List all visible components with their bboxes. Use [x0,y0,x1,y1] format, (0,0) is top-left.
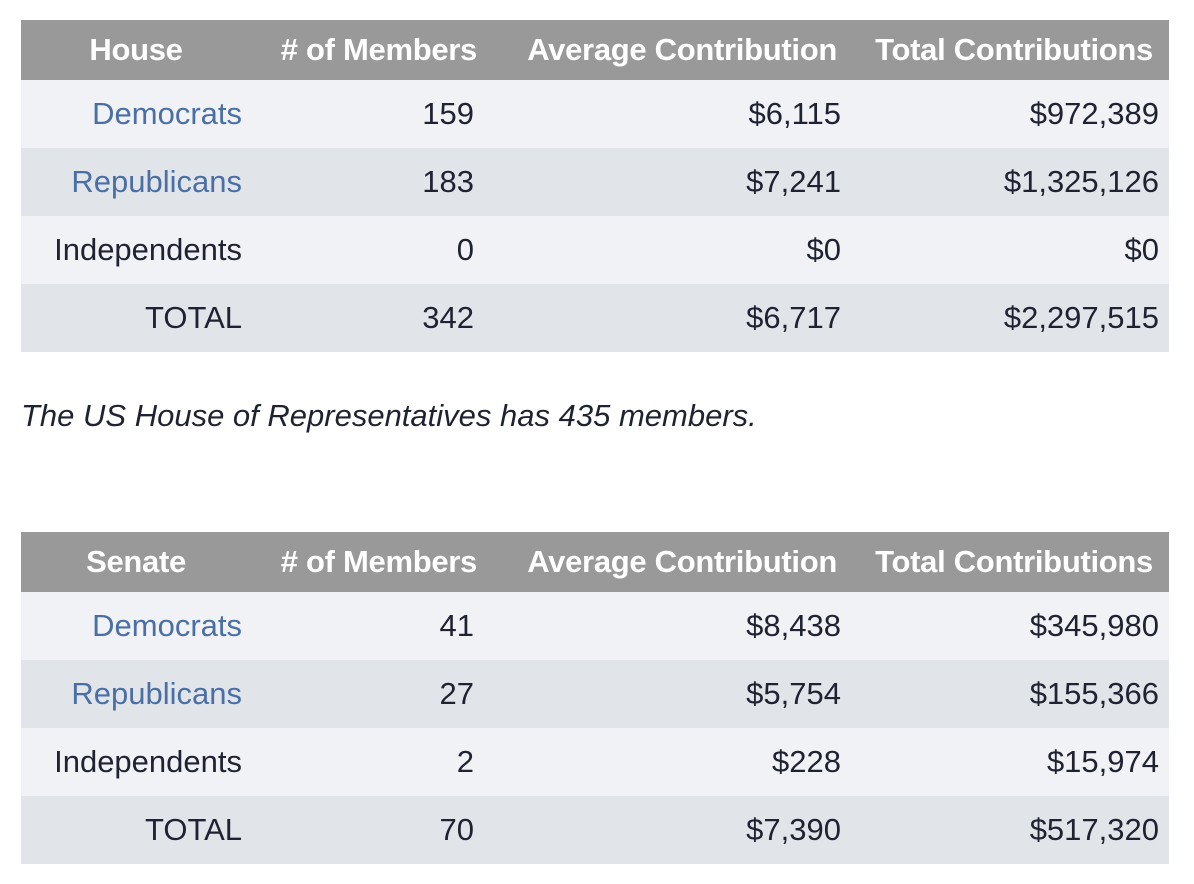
table-header-row: House # of Members Average Contribution … [21,20,1169,80]
average-cell: $228 [487,728,847,796]
total-cell: $972,389 [847,80,1169,148]
members-cell: 27 [251,660,487,728]
total-cell: $15,974 [847,728,1169,796]
table-row: Independents 2 $228 $15,974 [21,728,1169,796]
members-cell: 70 [251,796,487,864]
members-cell: 0 [251,216,487,284]
table-row: Republicans 183 $7,241 $1,325,126 [21,148,1169,216]
table-row-total: TOTAL 342 $6,717 $2,297,515 [21,284,1169,352]
column-header-members: # of Members [251,20,487,80]
party-label-independents: Independents [54,232,242,267]
average-cell: $5,754 [487,660,847,728]
average-cell: $0 [487,216,847,284]
column-header-total: Total Contributions [847,20,1169,80]
party-link-republicans[interactable]: Republicans [71,164,242,199]
members-cell: 183 [251,148,487,216]
average-cell: $8,438 [487,592,847,660]
party-label-independents: Independents [54,744,242,779]
column-header-chamber: Senate [21,532,251,592]
column-header-average: Average Contribution [487,20,847,80]
total-cell: $155,366 [847,660,1169,728]
house-membership-note: The US House of Representatives has 435 … [21,398,757,433]
total-label: TOTAL [144,812,242,847]
average-cell: $6,115 [487,80,847,148]
members-cell: 342 [251,284,487,352]
total-cell: $517,320 [847,796,1169,864]
house-contributions-table: House # of Members Average Contribution … [21,20,1169,352]
total-cell: $1,325,126 [847,148,1169,216]
total-cell: $345,980 [847,592,1169,660]
column-header-average: Average Contribution [487,532,847,592]
average-cell: $7,241 [487,148,847,216]
average-cell: $6,717 [487,284,847,352]
average-cell: $7,390 [487,796,847,864]
total-cell: $0 [847,216,1169,284]
party-link-republicans[interactable]: Republicans [71,676,242,711]
column-header-members: # of Members [251,532,487,592]
table-row: Republicans 27 $5,754 $155,366 [21,660,1169,728]
members-cell: 41 [251,592,487,660]
total-label: TOTAL [144,300,242,335]
column-header-total: Total Contributions [847,532,1169,592]
party-link-democrats[interactable]: Democrats [92,96,242,131]
total-cell: $2,297,515 [847,284,1169,352]
column-header-chamber: House [21,20,251,80]
table-header-row: Senate # of Members Average Contribution… [21,532,1169,592]
senate-contributions-table: Senate # of Members Average Contribution… [21,532,1169,864]
members-cell: 2 [251,728,487,796]
table-row-total: TOTAL 70 $7,390 $517,320 [21,796,1169,864]
table-row: Democrats 159 $6,115 $972,389 [21,80,1169,148]
table-row: Democrats 41 $8,438 $345,980 [21,592,1169,660]
table-row: Independents 0 $0 $0 [21,216,1169,284]
party-link-democrats[interactable]: Democrats [92,608,242,643]
members-cell: 159 [251,80,487,148]
